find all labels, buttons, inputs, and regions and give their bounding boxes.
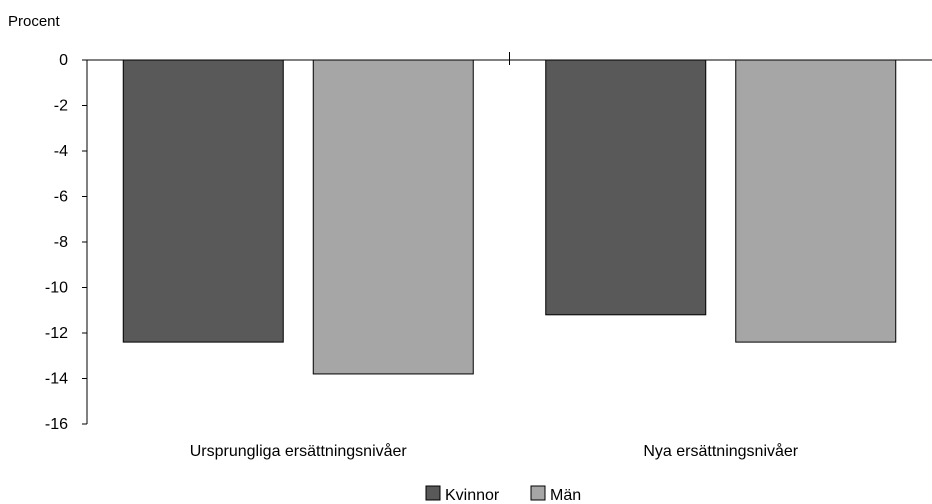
legend: Kvinnor Män bbox=[425, 485, 581, 504]
y-tick-label: -12 bbox=[45, 325, 68, 342]
x-category-label: Ursprungliga ersättningsnivåer bbox=[190, 442, 408, 460]
y-tick-label: -6 bbox=[54, 189, 68, 206]
legend-swatch-kvinnor bbox=[425, 485, 441, 501]
x-axis-labels: Ursprungliga ersättningsnivåer Nya ersätt… bbox=[190, 442, 799, 460]
bar-kvinnor-2 bbox=[545, 59, 707, 316]
y-tick-label: -8 bbox=[54, 234, 68, 251]
y-axis-label: Procent bbox=[8, 13, 61, 30]
legend-label: Kvinnor bbox=[445, 487, 500, 504]
x-category-label: Nya ersättningsnivåer bbox=[643, 442, 798, 460]
bar-man-1 bbox=[312, 59, 474, 375]
axes bbox=[86, 52, 932, 424]
y-tick-label: -10 bbox=[45, 280, 68, 297]
y-tick-label: -14 bbox=[45, 371, 68, 388]
bars bbox=[122, 59, 897, 375]
bar-man-2 bbox=[735, 59, 897, 343]
legend-swatch-man bbox=[530, 485, 546, 501]
bar-kvinnor-1 bbox=[122, 59, 284, 343]
y-tick-label: -2 bbox=[54, 98, 68, 115]
legend-label: Män bbox=[550, 487, 581, 504]
y-tick-label: -4 bbox=[54, 143, 68, 160]
y-tick-label: -16 bbox=[45, 416, 68, 433]
y-tick-label: 0 bbox=[59, 52, 68, 69]
y-axis-ticks: 0 -2 -4 -6 -8 -10 -12 -14 -16 bbox=[45, 52, 87, 433]
